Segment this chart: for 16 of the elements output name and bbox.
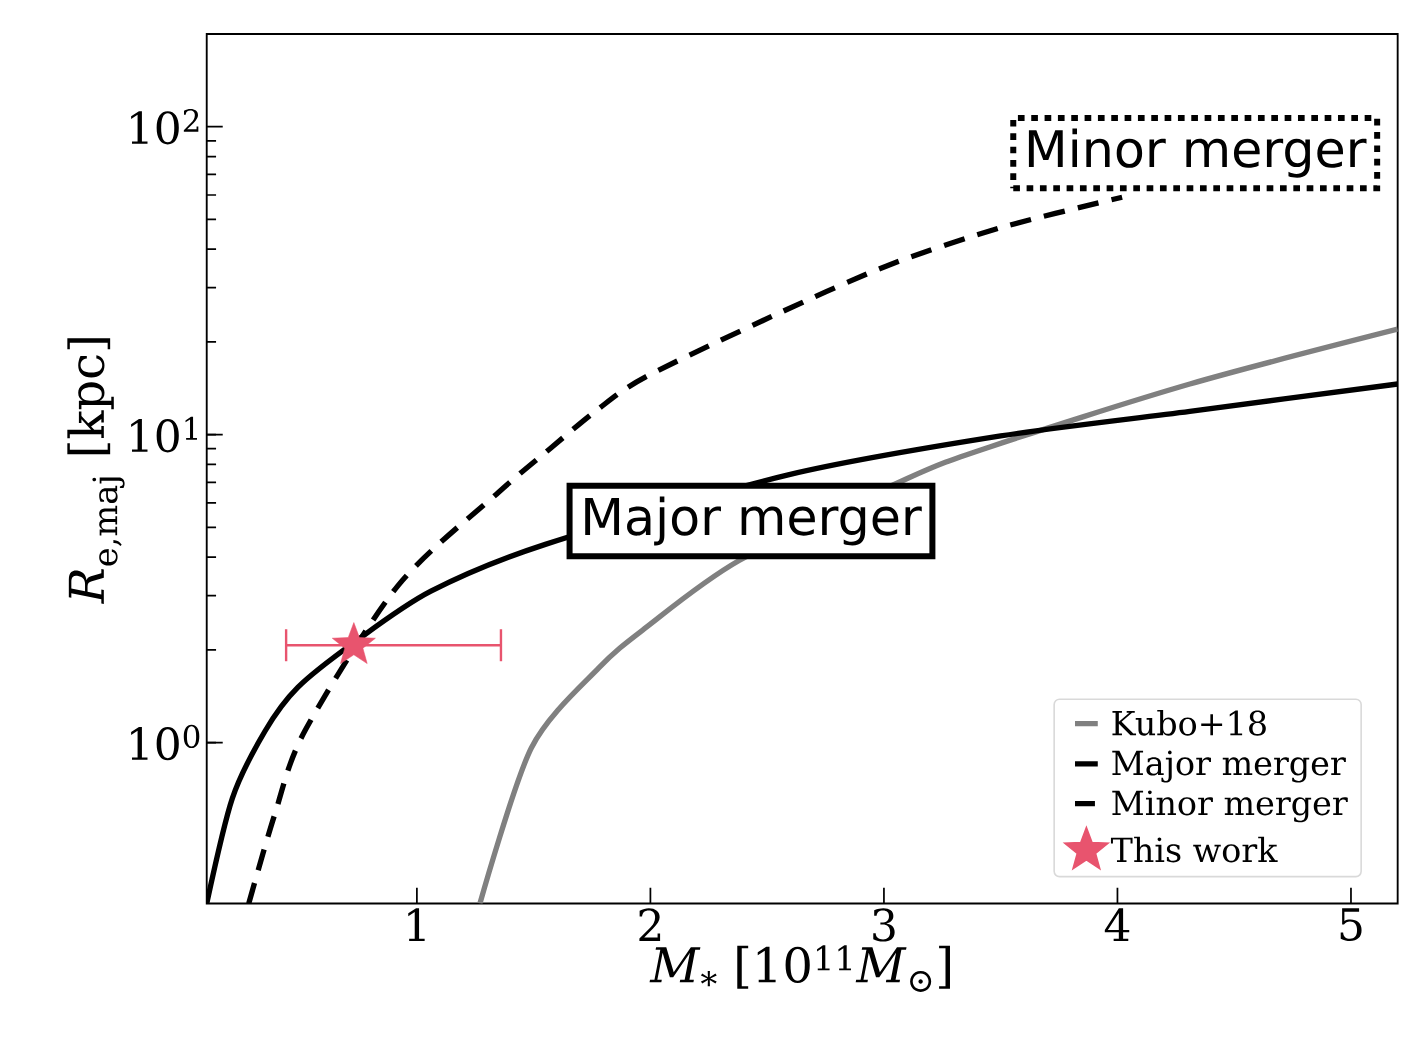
legend-label: This work (1110, 836, 1278, 863)
x-tick-label: 4 (1104, 908, 1130, 941)
annotation: Minor merger (1028, 128, 1367, 178)
x-tick-label: 2 (639, 908, 661, 941)
x-tick-label: 1 (408, 908, 425, 941)
y-tick-label: 10$^{2}$ (131, 108, 199, 145)
x-axis-title: M$_{*}$ [10$^{11}$M$_{⊙}$] (649, 945, 950, 992)
y-tick-label: 10$^{1}$ (131, 416, 197, 453)
x-tick-label: 5 (1340, 908, 1362, 941)
annotation: Major merger (585, 496, 922, 546)
y-axis-title: R$_{e,maj}$ [kpc] (67, 338, 125, 604)
y-tick-label: 10$^{0}$ (131, 724, 200, 761)
x-tick-label: 3 (873, 908, 895, 942)
legend-label: Major merger (1112, 750, 1346, 783)
legend-label: Minor merger (1112, 790, 1348, 823)
legend-label: Kubo+18 (1112, 709, 1266, 736)
